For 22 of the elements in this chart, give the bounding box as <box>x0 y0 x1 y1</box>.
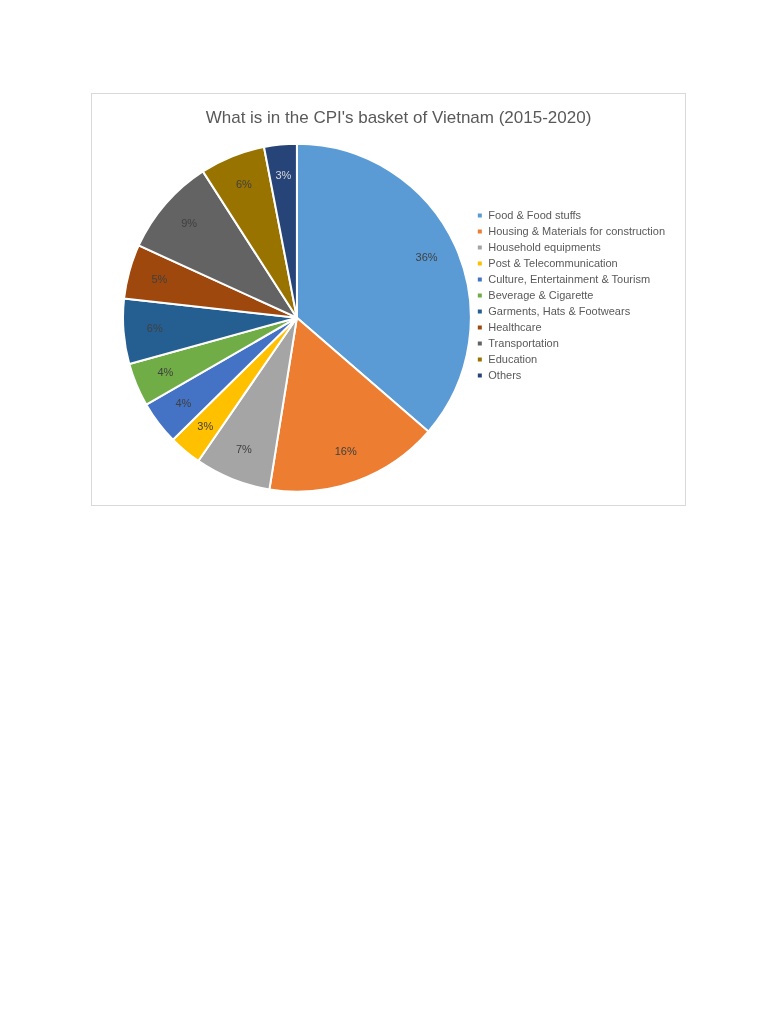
legend-label: Garments, Hats & Footwears <box>488 304 631 317</box>
data-label: 3% <box>275 168 292 181</box>
chart-title: What is in the CPI's basket of Vietnam (2015-2020) <box>205 107 592 127</box>
data-label: 6% <box>146 322 163 335</box>
data-label: 16% <box>334 444 357 457</box>
data-label: 4% <box>175 397 192 410</box>
legend-label: Education <box>488 352 538 365</box>
data-label: 6% <box>235 178 253 191</box>
legend-label: Food & Food stuffs <box>488 208 582 221</box>
legend-label: Housing & Materials for construction <box>488 224 665 237</box>
legend-label: Others <box>488 368 522 381</box>
legend-label: Household equipments <box>488 240 602 253</box>
legend-label: Transportation <box>488 336 559 349</box>
data-label: 3% <box>197 419 214 432</box>
legend-label: Healthcare <box>488 320 542 333</box>
data-label: 36% <box>415 251 438 264</box>
legend-label: Culture, Entertainment & Tourism <box>488 272 651 285</box>
data-label: 4% <box>157 365 174 378</box>
data-label: 5% <box>151 272 168 285</box>
data-label: 7% <box>235 443 253 456</box>
legend-label: Beverage & Cigarette <box>488 288 594 301</box>
legend-label: Post & Telecommunication <box>488 256 618 269</box>
